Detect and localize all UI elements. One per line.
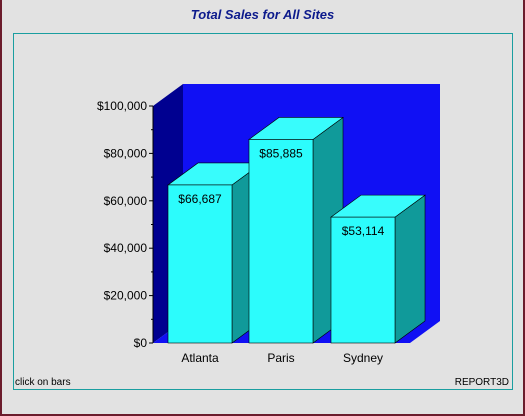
y-tick-label: $100,000 [97,99,147,113]
bar-side-sydney [394,194,426,344]
y-tick-label: $20,000 [104,289,148,303]
x-category-label: Atlanta [181,351,219,365]
bar-sydney [330,216,396,344]
bar-atlanta [167,184,233,344]
bar-value-label: $53,114 [342,224,385,238]
x-category-label: Sydney [343,351,383,365]
y-tick-label: $0 [134,336,148,350]
x-category-label: Paris [267,351,294,365]
y-tick-label: $80,000 [104,146,148,160]
bar-value-label: $66,687 [178,192,222,206]
click-hint-label: click on bars [15,377,71,388]
chart-title: Total Sales for All Sites [190,7,335,22]
bar-paris [248,139,314,344]
y-tick-label: $40,000 [104,241,148,255]
report-id-label: REPORT3D [454,377,509,388]
bar-value-label: $85,885 [259,146,303,160]
chart-panel [13,33,513,390]
y-tick-label: $60,000 [104,194,148,208]
